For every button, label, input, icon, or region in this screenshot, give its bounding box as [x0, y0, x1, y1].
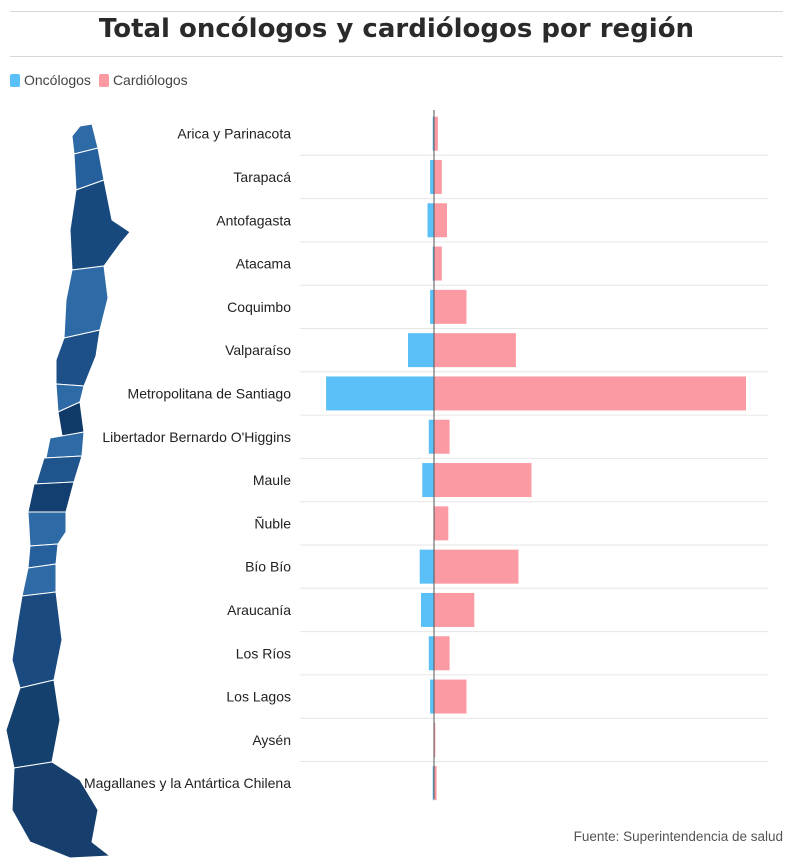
category-label: Los Ríos	[236, 645, 291, 661]
chart-title: Total oncólogos y cardiólogos por región	[98, 14, 695, 44]
category-label: Maule	[253, 472, 291, 488]
category-label: Magallanes y la Antártica Chilena	[84, 775, 291, 791]
category-label: Coquimbo	[227, 299, 291, 315]
bar-cardiologos	[434, 333, 516, 368]
legend-item-cardiologos: Cardiólogos	[98, 72, 188, 88]
bar-oncologos	[408, 333, 434, 368]
source-note: Fuente: Superintendencia de salud	[573, 829, 783, 844]
category-label: Ñuble	[254, 515, 291, 531]
category-label: Metropolitana de Santiago	[128, 385, 292, 401]
chile-map	[5, 123, 131, 859]
bar-cardiologos	[434, 636, 450, 671]
legend-label-oncologos: Oncólogos	[24, 72, 91, 88]
category-label: Aysén	[252, 732, 291, 748]
legend-swatch-oncologos	[10, 73, 20, 87]
bar-oncologos	[432, 116, 434, 151]
bar-cardiologos	[434, 289, 467, 324]
map-region-magallanes	[11, 761, 111, 859]
bar-cardiologos	[434, 419, 450, 454]
category-label: Arica y Parinacota	[177, 126, 291, 142]
category-label: Los Lagos	[226, 689, 291, 705]
category-label: Valparaíso	[225, 342, 291, 358]
bar-cardiologos	[434, 592, 475, 627]
bar-oncologos	[326, 376, 434, 411]
bar-cardiologos	[434, 159, 442, 194]
map-region-biobio	[27, 511, 67, 547]
category-label: Libertador Bernardo O'Higgins	[102, 429, 291, 445]
bar-cardiologos	[434, 549, 519, 584]
category-label: Araucanía	[227, 602, 291, 618]
bar-cardiologos	[434, 766, 437, 801]
bar-oncologos	[428, 636, 434, 671]
bar-oncologos	[427, 203, 434, 238]
bar-oncologos	[432, 246, 434, 281]
bar-cardiologos	[434, 116, 438, 151]
top-rule	[10, 11, 783, 12]
bar-oncologos	[430, 159, 434, 194]
bar-cardiologos	[434, 506, 449, 541]
bar-cardiologos	[434, 203, 447, 238]
bar-oncologos	[421, 592, 434, 627]
category-label: Tarapacá	[233, 169, 291, 185]
bar-cardiologos	[434, 246, 442, 281]
bar-oncologos	[430, 289, 434, 324]
bar-oncologos	[432, 766, 434, 801]
bar-oncologos	[428, 419, 434, 454]
bar-oncologos	[419, 549, 434, 584]
bar-cardiologos	[434, 679, 467, 714]
legend: Oncólogos Cardiólogos	[10, 72, 196, 88]
legend-label-cardiologos: Cardiólogos	[112, 72, 188, 88]
bar-oncologos	[422, 463, 434, 498]
category-label: Atacama	[236, 256, 291, 272]
bar-cardiologos	[434, 463, 532, 498]
map-region-antofagasta	[69, 179, 131, 271]
title-rule	[10, 56, 783, 57]
bar-cardiologos	[434, 376, 746, 411]
legend-swatch-cardiologos	[98, 73, 109, 87]
bar-cardiologos	[434, 722, 436, 757]
legend-item-oncologos: Oncólogos	[10, 72, 91, 88]
category-label: Bío Bío	[245, 559, 291, 575]
category-label: Antofagasta	[216, 212, 291, 228]
bar-oncologos	[430, 679, 434, 714]
